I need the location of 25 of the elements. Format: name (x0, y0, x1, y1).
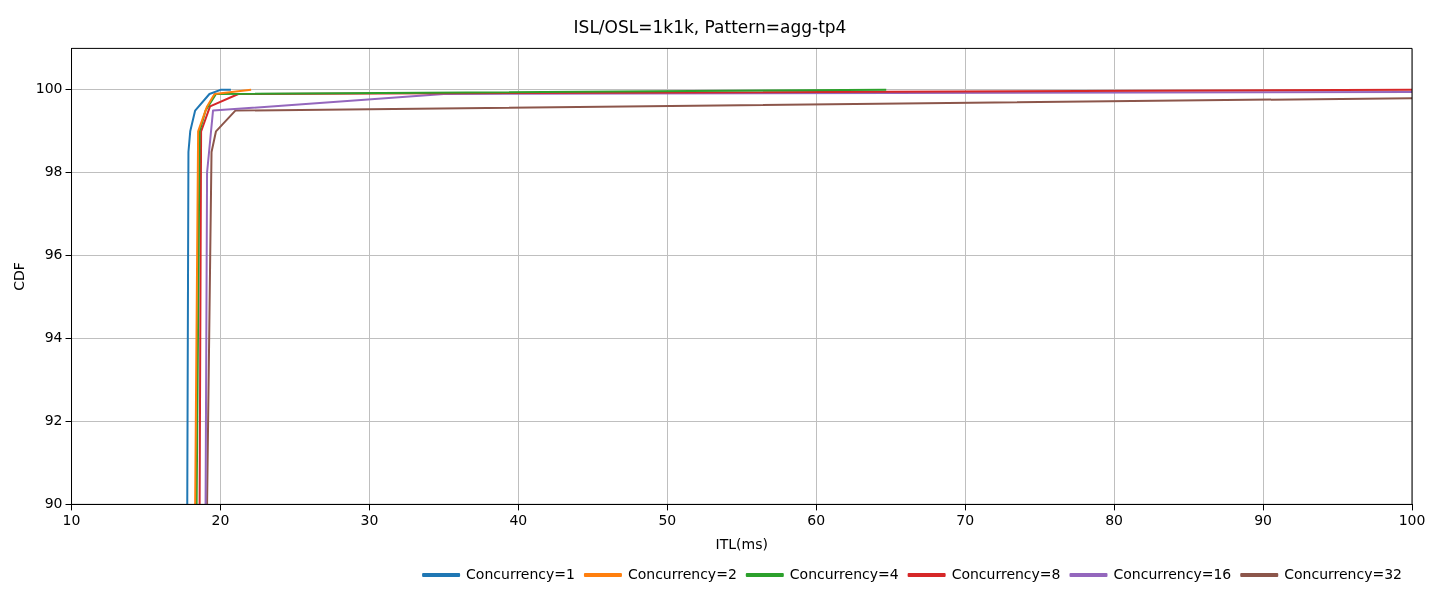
legend-label: Concurrency=4 (789, 565, 899, 582)
y-tick-label: 90 (44, 495, 63, 512)
x-tick-label: 70 (956, 512, 975, 529)
legend-label: Concurrency=8 (951, 565, 1061, 582)
y-tick-label: 98 (44, 163, 63, 180)
x-tick-label: 100 (1398, 512, 1426, 529)
x-axis-title: ITL(ms) (715, 536, 768, 553)
x-tick-label: 10 (62, 512, 81, 529)
x-tick-label: 60 (807, 512, 826, 529)
x-tick-label: 30 (360, 512, 379, 529)
legend-label: Concurrency=2 (627, 565, 737, 582)
y-tick-label: 100 (35, 80, 63, 97)
x-tick-label: 90 (1254, 512, 1272, 529)
y-tick-label: 96 (44, 246, 63, 263)
x-tick-label: 20 (211, 512, 230, 529)
x-tick-label: 50 (658, 512, 677, 529)
chart-title: ISL/OSL=1k1k, Pattern=agg-tp4 (573, 16, 847, 37)
y-tick-label: 94 (44, 329, 63, 346)
y-axis-title: CDF (11, 262, 28, 291)
legend-label: Concurrency=16 (1113, 565, 1232, 582)
y-tick-label: 92 (44, 412, 63, 429)
legend-label: Concurrency=32 (1284, 565, 1403, 582)
x-tick-label: 80 (1105, 512, 1124, 529)
legend-label: Concurrency=1 (466, 565, 575, 582)
x-tick-label: 40 (509, 512, 528, 529)
